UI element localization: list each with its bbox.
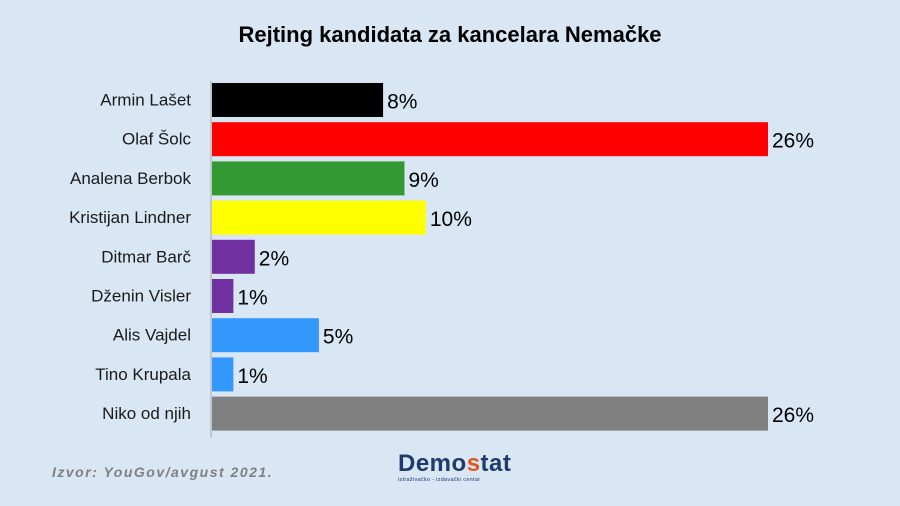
category-label: Kristijan Lindner [69, 208, 191, 227]
bar [212, 239, 255, 274]
bar [212, 279, 234, 313]
category-label: Alis Vajdel [113, 326, 191, 345]
category-label: Niko od njih [102, 404, 191, 423]
category-label: Tino Krupala [95, 365, 191, 384]
logo-tagline: istraživačko - izdavački centar [398, 477, 481, 483]
value-label: 1% [237, 365, 267, 388]
bar [212, 83, 384, 117]
value-label: 5% [323, 326, 353, 349]
category-label: Dženin Visler [91, 287, 191, 306]
bar [212, 357, 234, 392]
demostat-logo: Demostat istraživačko - izdavački centar [398, 450, 512, 484]
value-label: 26% [772, 404, 814, 427]
bar [212, 318, 319, 353]
bar [212, 122, 768, 157]
value-label: 9% [408, 169, 438, 192]
value-label: 8% [387, 91, 417, 114]
chart-title: Rejting kandidata za kancelara Nemačke [238, 22, 662, 47]
logo-wordmark: Demostat [398, 450, 512, 477]
category-label: Analena Berbok [70, 169, 191, 188]
category-label: Olaf Šolc [122, 130, 191, 149]
bar [212, 396, 768, 431]
value-label: 10% [430, 208, 472, 231]
value-label: 1% [237, 287, 267, 310]
bar [212, 200, 426, 235]
value-label: 2% [259, 247, 289, 270]
category-label: Ditmar Barč [101, 247, 191, 266]
source-note: Izvor: YouGov/avgust 2021. [52, 464, 274, 480]
value-label: 26% [772, 130, 814, 153]
bar [212, 161, 405, 196]
category-label: Armin Lašet [100, 91, 191, 110]
